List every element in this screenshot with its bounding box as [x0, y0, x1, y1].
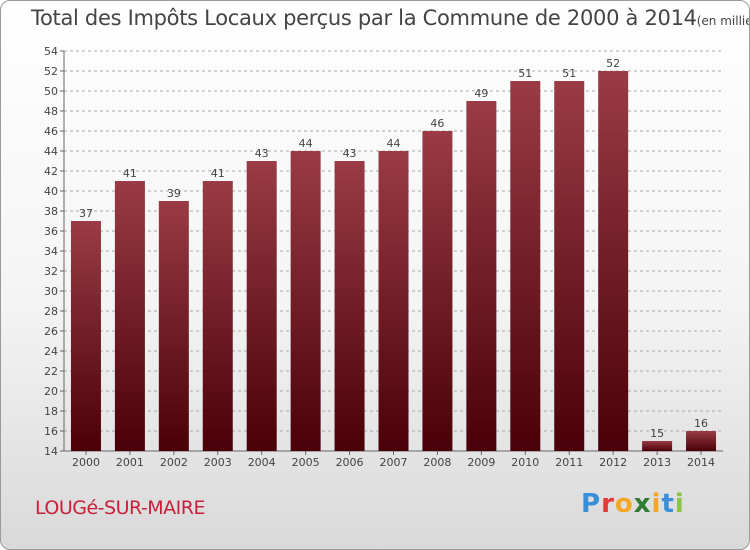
x-tick-label-2003: 2003	[204, 456, 232, 469]
commune-name: LOUGé-SUR-MAIRE	[35, 497, 206, 519]
value-label-2002: 39	[167, 187, 181, 200]
x-tick-label-2005: 2005	[292, 456, 320, 469]
y-tick-label: 40	[44, 185, 58, 198]
logo-letter: P	[581, 489, 602, 519]
bar-2013[interactable]	[642, 441, 673, 451]
y-tick-label: 52	[44, 65, 58, 78]
bar-2003[interactable]	[202, 181, 233, 451]
value-label-2004: 43	[255, 147, 269, 160]
x-tick-label-2007: 2007	[380, 456, 408, 469]
y-tick-label: 48	[44, 105, 58, 118]
bar-2009[interactable]	[466, 101, 497, 451]
value-label-2014: 16	[694, 417, 708, 430]
title-main: Total des Impôts Locaux perçus par la Co…	[31, 6, 697, 30]
value-label-2008: 46	[430, 117, 444, 130]
x-tick-label-2000: 2000	[72, 456, 100, 469]
x-tick-label-2012: 2012	[599, 456, 627, 469]
chart-title: Total des Impôts Locaux perçus par la Co…	[31, 6, 749, 30]
value-label-2001: 41	[123, 167, 137, 180]
y-tick-label: 38	[44, 205, 58, 218]
value-label-2005: 44	[299, 137, 313, 150]
bar-2011[interactable]	[554, 81, 585, 451]
value-label-2013: 15	[650, 427, 664, 440]
value-label-2010: 51	[518, 67, 532, 80]
bar-2012[interactable]	[598, 71, 629, 451]
logo-letter: t	[661, 489, 675, 519]
bar-2005[interactable]	[290, 151, 321, 451]
proxiti-logo[interactable]: Proxiti	[581, 489, 685, 519]
value-label-2012: 52	[606, 57, 620, 70]
y-tick-label: 18	[44, 405, 58, 418]
bar-2002[interactable]	[158, 201, 189, 451]
y-tick-label: 20	[44, 385, 58, 398]
y-tick-label: 28	[44, 305, 58, 318]
x-tick-label-2008: 2008	[423, 456, 451, 469]
y-tick-label: 44	[44, 145, 58, 158]
value-label-2000: 37	[79, 207, 93, 220]
x-tick-label-2001: 2001	[116, 456, 144, 469]
bar-2001[interactable]	[114, 181, 145, 451]
y-tick-label: 26	[44, 325, 58, 338]
logo-letter: i	[674, 489, 685, 519]
logo-letter: i	[651, 489, 662, 519]
title-unit: (en milliers d'€)	[696, 14, 749, 28]
x-tick-label-2006: 2006	[336, 456, 364, 469]
value-label-2011: 51	[562, 67, 576, 80]
y-tick-label: 16	[44, 425, 58, 438]
bar-2006[interactable]	[334, 161, 365, 451]
bar-2014[interactable]	[686, 431, 717, 451]
x-tick-label-2014: 2014	[687, 456, 715, 469]
y-tick-label: 30	[44, 285, 58, 298]
y-tick-label: 50	[44, 85, 58, 98]
x-tick-label-2004: 2004	[248, 456, 276, 469]
y-tick-label: 46	[44, 125, 58, 138]
y-tick-label: 32	[44, 265, 58, 278]
y-tick-label: 24	[44, 345, 58, 358]
value-label-2007: 44	[387, 137, 401, 150]
logo-letter: r	[601, 489, 615, 519]
y-tick-label: 22	[44, 365, 58, 378]
value-label-2003: 41	[211, 167, 225, 180]
value-label-2009: 49	[474, 87, 488, 100]
labels: 14 16 18 20 22 24 26 28 30 32 34 36 38 40 42 44 46 48 50 52…	[44, 45, 715, 469]
value-label-2006: 43	[343, 147, 357, 160]
y-tick-label: 42	[44, 165, 58, 178]
y-tick-label: 36	[44, 225, 58, 238]
bar-2010[interactable]	[510, 81, 541, 451]
x-tick-label-2010: 2010	[511, 456, 539, 469]
bar-2008[interactable]	[422, 131, 453, 451]
x-tick-label-2009: 2009	[467, 456, 495, 469]
logo-letter: x	[633, 489, 652, 519]
bar-2000[interactable]	[70, 221, 101, 451]
y-tick-label: 54	[44, 45, 58, 58]
x-tick-label-2011: 2011	[555, 456, 583, 469]
y-tick-label: 14	[44, 445, 58, 458]
logo-letter: o	[614, 489, 634, 519]
bar-2007[interactable]	[378, 151, 409, 451]
bars	[70, 71, 717, 451]
x-tick-label-2002: 2002	[160, 456, 188, 469]
y-tick-label: 34	[44, 245, 58, 258]
bar-2004[interactable]	[246, 161, 277, 451]
x-tick-label-2013: 2013	[643, 456, 671, 469]
